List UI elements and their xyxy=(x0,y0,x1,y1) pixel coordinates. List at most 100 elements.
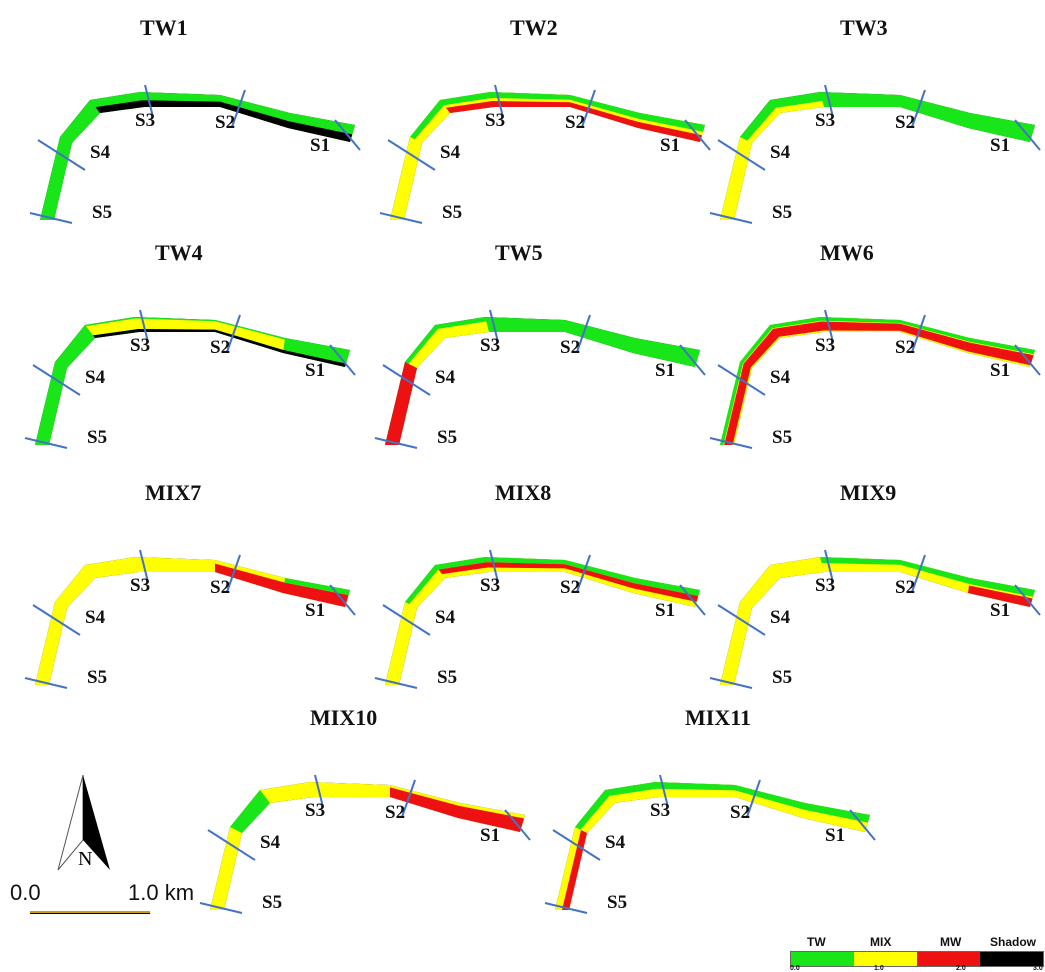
section-label-s2: S2 xyxy=(215,112,235,134)
zone-tw xyxy=(230,790,270,833)
legend-swatch-shadow xyxy=(980,952,1043,966)
section-label-s4: S4 xyxy=(440,142,460,164)
scale-start-label: 0.0 xyxy=(10,880,41,906)
section-label-s4: S4 xyxy=(605,832,625,854)
map-panel-mix10: MIX10 S1 S2 S3 S4 S5 xyxy=(190,705,540,945)
section-label-s2: S2 xyxy=(560,577,580,599)
panel-title: MIX9 xyxy=(840,480,896,506)
section-label-s2: S2 xyxy=(385,802,405,824)
zone-tw xyxy=(40,92,355,220)
section-label-s1: S1 xyxy=(990,360,1010,382)
section-label-s2: S2 xyxy=(210,577,230,599)
legend-bar xyxy=(790,951,1044,967)
map-panel-mix8: MIX8 S1 S2 S3 S4 S5 xyxy=(365,480,715,720)
map-panel-mix9: MIX9 S1 S2 S3 S4 S5 xyxy=(700,480,1045,720)
legend-label-mw: MW xyxy=(940,935,961,949)
section-label-s1: S1 xyxy=(825,825,845,847)
zone-mix xyxy=(720,137,752,220)
legend-label-shadow: Shadow xyxy=(990,935,1036,949)
section-label-s4: S4 xyxy=(90,142,110,164)
map-panel-mix7: MIX7 S1 S2 S3 S4 S5 xyxy=(15,480,365,720)
section-label-s5: S5 xyxy=(87,427,107,449)
north-arrow-icon: N xyxy=(50,770,120,880)
panel-title: MW6 xyxy=(820,240,874,266)
panel-title: TW5 xyxy=(495,240,543,266)
zone-mix xyxy=(35,557,350,685)
legend-label-tw: TW xyxy=(807,935,826,949)
section-label-s3: S3 xyxy=(130,335,150,357)
panel-title: MIX11 xyxy=(685,705,751,731)
section-label-s5: S5 xyxy=(92,202,112,224)
legend-tick-0: 0.0 xyxy=(790,965,800,972)
section-label-s1: S1 xyxy=(660,135,680,157)
panel-title: MIX10 xyxy=(310,705,377,731)
section-label-s5: S5 xyxy=(442,202,462,224)
legend-tick-3: 3.0 xyxy=(1033,965,1043,972)
section-label-s2: S2 xyxy=(895,112,915,134)
section-label-s1: S1 xyxy=(990,135,1010,157)
section-label-s3: S3 xyxy=(650,800,670,822)
section-label-s5: S5 xyxy=(772,667,792,689)
section-label-s3: S3 xyxy=(485,110,505,132)
section-label-s3: S3 xyxy=(815,575,835,597)
section-label-s1: S1 xyxy=(305,360,325,382)
section-label-s2: S2 xyxy=(730,802,750,824)
map-panel-tw4: TW4 S1 S2 S3 S4 S5 xyxy=(15,240,365,480)
panel-title: TW4 xyxy=(155,240,203,266)
section-label-s4: S4 xyxy=(435,367,455,389)
legend-swatch-mix xyxy=(854,952,917,966)
legend-swatch-mw xyxy=(917,952,980,966)
section-label-s5: S5 xyxy=(262,892,282,914)
panel-title: MIX7 xyxy=(145,480,201,506)
section-label-s2: S2 xyxy=(565,112,585,134)
legend-tick-2: 2.0 xyxy=(956,965,966,972)
section-label-s4: S4 xyxy=(260,832,280,854)
section-label-s4: S4 xyxy=(435,607,455,629)
section-label-s1: S1 xyxy=(480,825,500,847)
section-label-s5: S5 xyxy=(607,892,627,914)
zone-mw xyxy=(385,362,417,445)
scale-line xyxy=(30,911,150,914)
section-label-s4: S4 xyxy=(85,607,105,629)
section-label-s3: S3 xyxy=(305,800,325,822)
section-label-s5: S5 xyxy=(437,427,457,449)
section-label-s5: S5 xyxy=(87,667,107,689)
section-label-s4: S4 xyxy=(770,367,790,389)
section-label-s3: S3 xyxy=(815,110,835,132)
section-label-s1: S1 xyxy=(655,600,675,622)
section-label-s3: S3 xyxy=(480,335,500,357)
panel-title: TW2 xyxy=(510,15,558,41)
section-label-s2: S2 xyxy=(895,577,915,599)
section-label-s4: S4 xyxy=(85,367,105,389)
section-label-s3: S3 xyxy=(130,575,150,597)
zone-tw xyxy=(35,317,350,445)
zone-tw xyxy=(720,92,1035,220)
legend-label-mix: MIX xyxy=(870,935,891,949)
map-panel-tw1: TW1 S1 S2 S3 S4 S5 xyxy=(20,15,370,255)
map-panel-mix11: MIX11 S1 S2 S3 S4 S5 xyxy=(535,705,885,945)
section-label-s2: S2 xyxy=(560,337,580,359)
map-panel-tw5: TW5 S1 S2 S3 S4 S5 xyxy=(365,240,715,480)
legend: TW MIX MW Shadow 0.0 1.0 2.0 3.0 xyxy=(790,935,1045,972)
scale-end-label: 1.0 km xyxy=(128,880,194,906)
section-label-s5: S5 xyxy=(772,202,792,224)
map-panel-tw2: TW2 S1 S2 S3 S4 S5 xyxy=(370,15,720,255)
zone-mix xyxy=(720,557,1035,685)
section-label-s3: S3 xyxy=(480,575,500,597)
panel-title: TW3 xyxy=(840,15,888,41)
map-panel-mw6: MW6 S1 S2 S3 S4 S5 xyxy=(700,240,1045,480)
panel-title: TW1 xyxy=(140,15,188,41)
section-label-s1: S1 xyxy=(655,360,675,382)
section-label-s1: S1 xyxy=(310,135,330,157)
section-label-s1: S1 xyxy=(305,600,325,622)
section-label-s2: S2 xyxy=(895,337,915,359)
panel-title: MIX8 xyxy=(495,480,551,506)
north-label: N xyxy=(78,848,92,871)
section-label-s4: S4 xyxy=(770,607,790,629)
map-panel-tw3: TW3 S1 S2 S3 S4 S5 xyxy=(700,15,1045,255)
section-label-s5: S5 xyxy=(772,427,792,449)
legend-swatch-tw xyxy=(791,952,854,966)
section-label-s1: S1 xyxy=(990,600,1010,622)
section-label-s2: S2 xyxy=(210,337,230,359)
section-label-s4: S4 xyxy=(770,142,790,164)
